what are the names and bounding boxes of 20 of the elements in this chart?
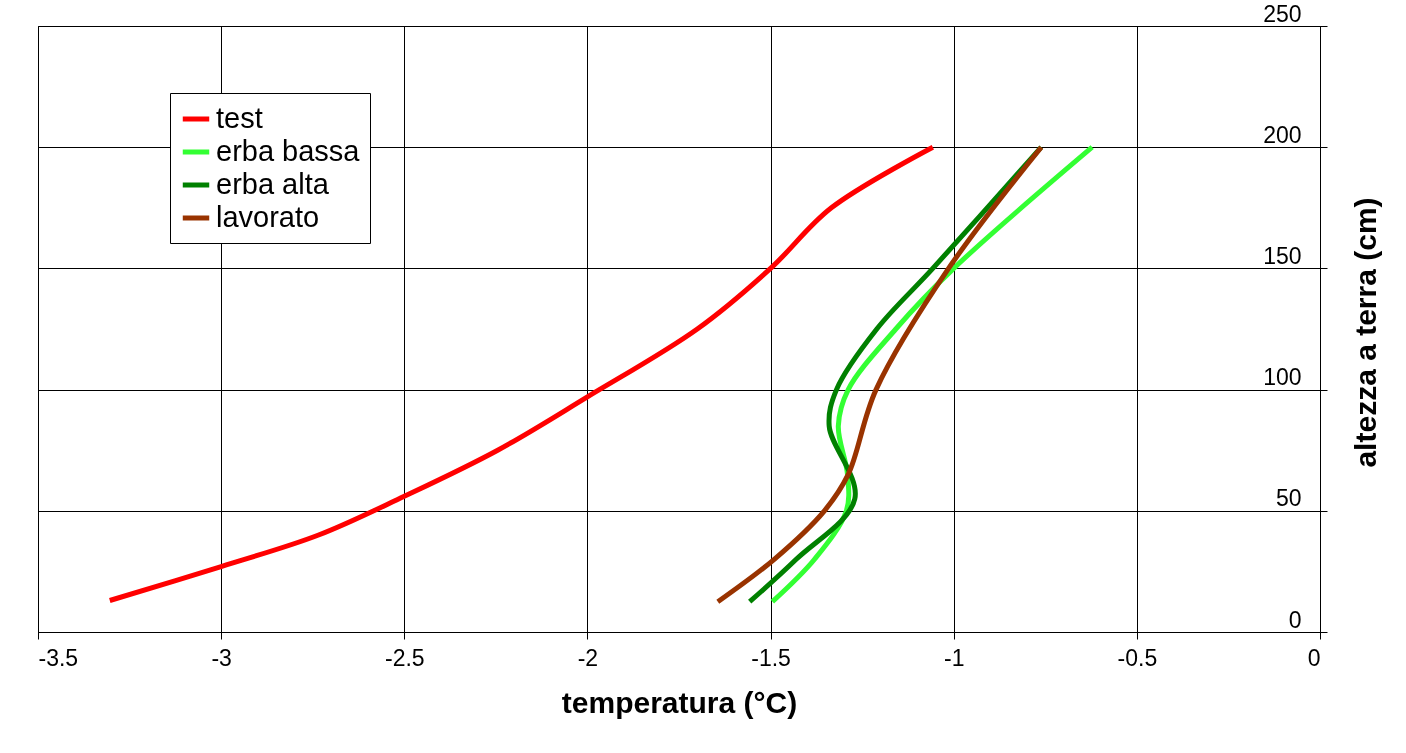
legend-label: lavorato: [216, 201, 320, 233]
x-tick-label: -2: [577, 644, 599, 671]
legend-label: test: [216, 102, 263, 134]
x-tick-label: -1.5: [751, 644, 791, 671]
y-tick-label: 0: [1288, 606, 1302, 633]
x-tick-label: -0.5: [1117, 644, 1158, 671]
x-tick-label: 0: [1307, 644, 1321, 671]
y-tick-label: 200: [1263, 121, 1302, 148]
y-tick-label: 50: [1275, 485, 1302, 512]
legend-label: erba bassa: [216, 135, 361, 167]
y-tick-label: 100: [1263, 364, 1302, 391]
y-tick-label: 150: [1263, 242, 1302, 269]
x-axis-title: temperatura (°C): [561, 685, 798, 719]
x-tick-label: -3.5: [38, 644, 79, 671]
x-tick-label: -2.5: [384, 644, 425, 671]
legend-label: erba alta: [216, 168, 330, 200]
x-tick-label: -1: [943, 644, 965, 671]
y-tick-label: 250: [1263, 0, 1302, 27]
x-tick-label: -3: [211, 644, 232, 671]
y-axis-title: altezza a terra (cm): [1348, 197, 1382, 468]
